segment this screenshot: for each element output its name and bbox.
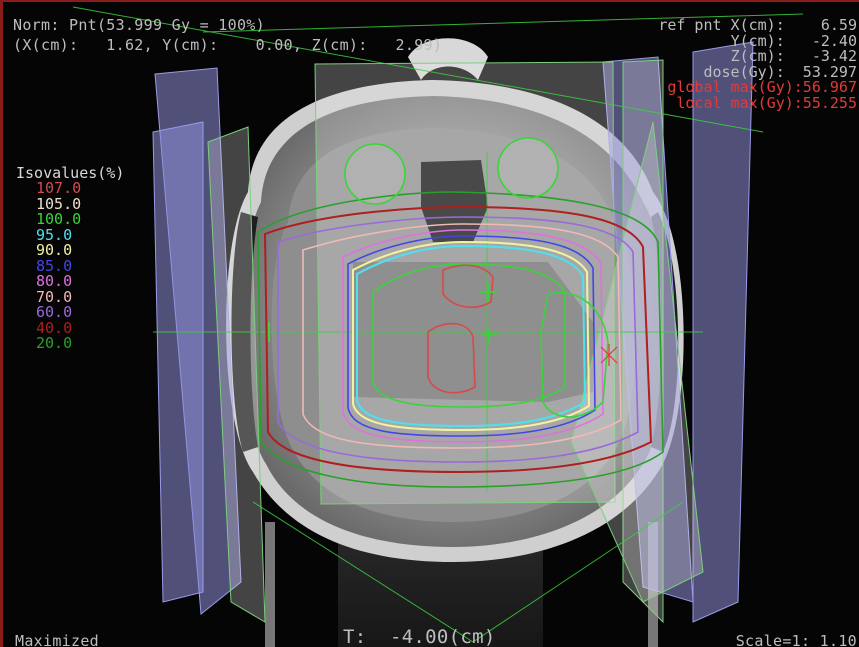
reference-point-row: Y(cm): -2.40 xyxy=(730,31,857,50)
ct-nose xyxy=(408,38,488,80)
isovalue-level: 85.0 xyxy=(36,256,73,275)
organ-right xyxy=(540,291,609,418)
isovalue-level: 80.0 xyxy=(36,272,73,290)
iso-85 xyxy=(347,235,596,437)
beam-planes xyxy=(152,41,754,623)
iso-80 xyxy=(342,229,604,443)
iso-60 xyxy=(277,216,639,463)
isovalues-legend: Isovalues(%) 107.0 105.0 100.0 95.0 90.0 85.0… xyxy=(16,165,124,352)
reference-point-row: ref pnt X(cm): 6.59 xyxy=(658,16,857,34)
iso-105-hot xyxy=(600,344,618,366)
ct-eye-right xyxy=(498,138,558,198)
isovalue-level: 90.0 xyxy=(36,241,73,259)
isovalue-level: 60.0 xyxy=(36,303,73,321)
norm-point-coordinates: (X(cm): 1.62, Y(cm): 0.00, Z(cm): 2.99) xyxy=(13,36,443,54)
iso-100 xyxy=(372,263,566,408)
iso-95 xyxy=(356,244,587,428)
isovalue-level: 100.0 xyxy=(36,210,82,228)
crosshair-markers xyxy=(268,283,497,343)
scale-label: Scale=1: 1.10 xyxy=(735,632,857,647)
isovalue-level: 20.0 xyxy=(36,334,73,352)
reference-point-row: dose(Gy): 53.297 xyxy=(703,62,857,81)
reference-point-panel: ref pnt X(cm): 6.59 Y(cm): -2.40 Z(cm): -3… xyxy=(658,16,857,112)
iso-20 xyxy=(257,191,664,488)
isovalue-level: 105.0 xyxy=(36,194,82,213)
iso-70 xyxy=(302,223,622,449)
organ-eye-left xyxy=(344,143,406,205)
normalization-label: Norm: Pnt(53.999 Gy = 100%) xyxy=(13,16,265,34)
ct-airway xyxy=(421,160,488,242)
isodose-contours xyxy=(257,137,664,488)
view-mode-label: Maximized xyxy=(15,632,99,647)
beam-planes-white xyxy=(207,59,704,624)
isovalue-level: 40.0 xyxy=(36,318,73,337)
isovalues-title: Isovalues(%) xyxy=(16,164,125,182)
organ-eye-right xyxy=(497,137,559,199)
ct-eye-left xyxy=(345,144,405,204)
iso-90 xyxy=(352,240,591,432)
isovalue-level: 70.0 xyxy=(36,287,73,306)
reference-point-row: global max(Gy):56.967 xyxy=(667,78,857,96)
isovalue-level: 107.0 xyxy=(36,179,82,197)
ct-couch-left xyxy=(265,522,275,647)
iso-107-b xyxy=(427,322,476,394)
ct-dose-scene xyxy=(72,6,804,647)
iso-40 xyxy=(263,205,653,474)
iso-107-a xyxy=(442,264,494,309)
reference-point-row: local max(Gy):55.255 xyxy=(676,93,857,112)
reference-point-row: Z(cm): -3.42 xyxy=(730,47,857,65)
isovalue-level: 95.0 xyxy=(36,225,73,244)
slice-position-label: T: -4.00(cm) xyxy=(343,626,496,647)
